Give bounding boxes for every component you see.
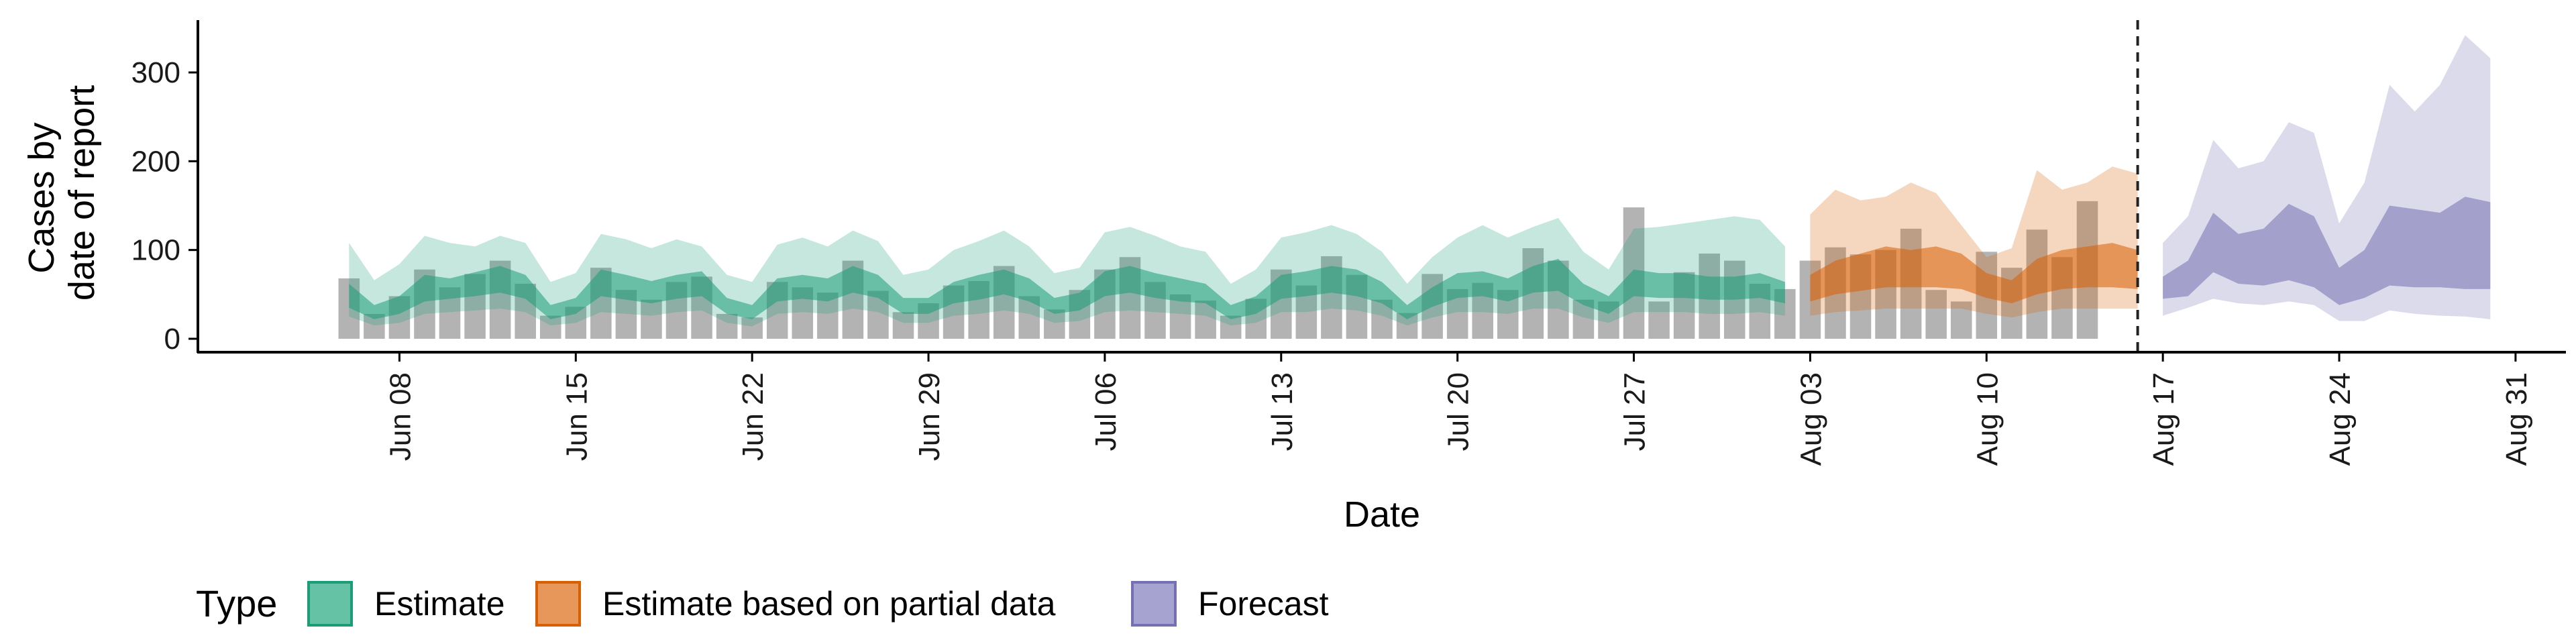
y-tick-label: 0	[164, 323, 180, 356]
case-bar	[641, 299, 662, 339]
case-bar	[1648, 301, 1670, 339]
case-bar	[1925, 290, 1947, 339]
x-tick-label: Aug 17	[2147, 372, 2180, 466]
legend-label: Estimate based on partial data	[602, 585, 1056, 623]
x-axis-ticks: Jun 08 Jun 15 Jun 22 Jun 29 Jul 06 Jul 13 Jul …	[384, 352, 2533, 466]
estimate-bands	[349, 35, 2491, 327]
legend: Type Estimate Estimate based on partial d…	[196, 581, 1329, 627]
estimate-based-on-partial-data-outer-band	[1810, 166, 2138, 318]
x-tick-label: Aug 31	[2500, 372, 2533, 466]
x-tick-label: Jul 06	[1089, 372, 1122, 451]
legend-label: Estimate	[374, 585, 505, 623]
y-tick-label: 200	[131, 145, 180, 178]
x-tick-label: Jul 27	[1619, 372, 1652, 451]
estimate-inner-band	[349, 258, 1785, 319]
case-bar	[539, 315, 561, 339]
x-tick-label: Aug 03	[1794, 372, 1827, 466]
case-bar	[1220, 315, 1242, 339]
x-tick-label: Aug 10	[1971, 372, 2004, 466]
y-tick-label: 100	[131, 234, 180, 267]
x-axis-title: Date	[1344, 494, 1420, 535]
x-tick-label: Jul 20	[1442, 372, 1475, 451]
x-tick-label: Jun 08	[384, 372, 417, 461]
case-bar	[716, 313, 738, 339]
y-axis-ticks: 0 100 200 300	[131, 56, 198, 356]
y-axis-title-line-1: Cases by	[21, 122, 62, 273]
case-bar	[1950, 301, 1972, 339]
x-tick-label: Aug 24	[2324, 372, 2357, 466]
case-bar	[892, 312, 914, 339]
y-axis-title-line-2: date of report	[62, 85, 102, 301]
y-axis-title: Cases by date of report	[21, 85, 102, 301]
estimate-based-on-partial-data-inner-band	[1810, 243, 2138, 304]
forecast-inner-band	[2163, 197, 2491, 305]
legend-label: Forecast	[1198, 585, 1329, 623]
axes	[197, 20, 2566, 354]
legend-key	[307, 581, 353, 627]
x-tick-label: Jun 22	[737, 372, 769, 461]
y-tick-label: 300	[131, 56, 180, 89]
legend-key	[1131, 581, 1177, 627]
case-bar	[741, 317, 763, 339]
legend-title: Type	[196, 582, 277, 625]
x-tick-label: Jul 13	[1266, 372, 1299, 451]
legend-key	[535, 581, 581, 627]
x-tick-label: Jun 15	[560, 372, 593, 461]
case-bar	[1044, 309, 1065, 339]
x-tick-label: Jun 29	[913, 372, 946, 461]
